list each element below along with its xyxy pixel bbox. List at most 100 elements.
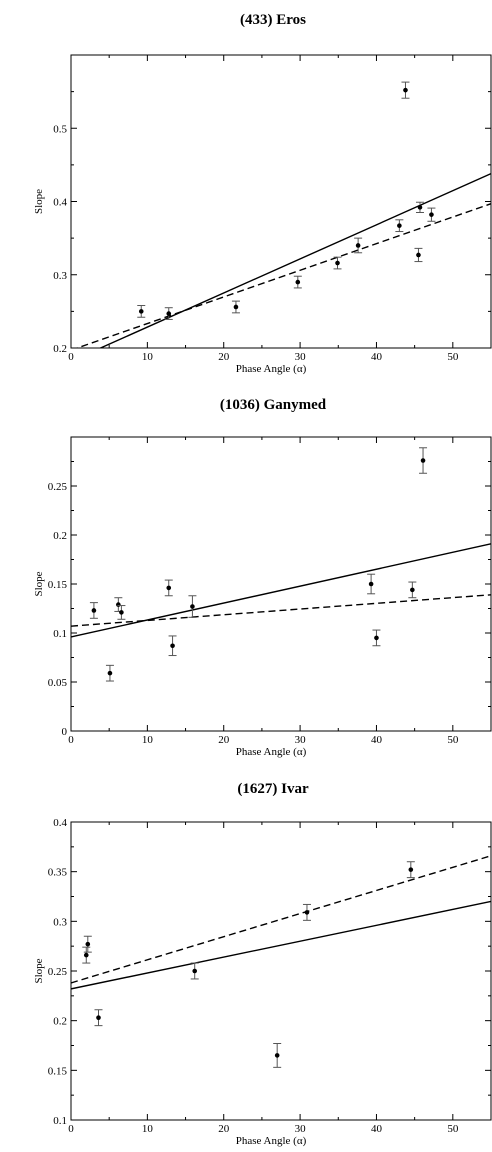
y-tick-label: 0.2: [53, 1016, 67, 1028]
data-point: [415, 201, 424, 213]
x-tick-label: 40: [371, 351, 383, 363]
data-marker: [274, 1053, 280, 1058]
data-marker: [410, 587, 415, 593]
x-tick-label: 20: [218, 351, 230, 363]
x-tick-label: 30: [295, 1123, 307, 1135]
data-marker: [420, 458, 426, 463]
x-axis-label: Phase Angle (α): [236, 1135, 307, 1147]
plot-frame: [70, 436, 492, 732]
x-axis-label: Phase Angle (α): [236, 746, 307, 758]
data-point: [414, 247, 423, 263]
x-tick-label: 30: [295, 351, 307, 363]
data-point: [105, 664, 114, 682]
y-axis-label: Slope: [33, 571, 45, 596]
data-marker: [304, 910, 310, 915]
data-marker: [368, 581, 374, 587]
x-tick-label: 0: [68, 351, 74, 363]
x-tick-label: 0: [68, 734, 74, 746]
data-point: [367, 573, 376, 595]
data-marker: [85, 941, 91, 947]
y-tick-label: 0.5: [53, 123, 67, 135]
data-marker: [416, 252, 421, 258]
x-tick-label: 40: [371, 1123, 383, 1135]
data-marker: [119, 610, 124, 615]
chart-panel-2: (1036) Ganymed 0 10 20 30 40 50 0 0.05 0.1 0.15 0.2…: [33, 397, 492, 758]
data-point: [427, 207, 436, 222]
data-marker: [335, 260, 340, 266]
x-tick-label: 10: [142, 734, 154, 746]
y-tick-label: 0.15: [48, 1065, 68, 1077]
data-marker: [170, 643, 175, 649]
data-point: [354, 237, 363, 254]
chart-title: (1627) Ivar: [237, 781, 309, 797]
y-tick-label: 0.15: [48, 579, 68, 591]
data-point: [83, 935, 92, 953]
data-point: [395, 219, 404, 233]
data-point: [137, 305, 146, 318]
fit-line-dashed: [71, 855, 491, 984]
data-marker: [190, 604, 195, 609]
y-tick-label: 0.25: [48, 966, 68, 978]
fit-line-dashed: [75, 203, 491, 348]
data-point: [302, 903, 311, 921]
y-tick-label: 0.1: [53, 1115, 67, 1127]
y-tick-label: 0.1: [53, 628, 67, 640]
data-marker: [355, 243, 361, 248]
data-marker: [138, 309, 144, 314]
data-point: [401, 81, 410, 99]
x-tick-label: 10: [142, 1123, 154, 1135]
data-point: [406, 861, 415, 879]
x-tick-label: 0: [68, 1123, 74, 1135]
x-tick-label: 50: [447, 734, 459, 746]
data-point: [419, 447, 428, 474]
data-point: [164, 579, 173, 597]
data-point: [94, 1009, 103, 1027]
data-point: [333, 256, 342, 270]
data-point: [293, 275, 302, 289]
data-marker: [429, 212, 434, 217]
y-axis-label: Slope: [33, 958, 45, 983]
x-axis-label: Phase Angle (α): [236, 363, 307, 375]
x-tick-label: 10: [142, 351, 154, 363]
data-point: [372, 629, 381, 647]
data-point: [164, 307, 173, 320]
data-marker: [397, 223, 402, 228]
data-marker: [233, 304, 239, 310]
data-marker: [91, 608, 97, 613]
data-point: [408, 581, 417, 599]
data-marker: [374, 635, 379, 641]
data-marker: [192, 968, 198, 974]
data-point: [190, 962, 199, 980]
fit-line-solid: [71, 543, 491, 638]
y-tick-label: 0: [62, 726, 68, 738]
data-marker: [166, 585, 172, 591]
fit-line-solid: [98, 173, 491, 348]
y-tick-label: 0.4: [53, 197, 67, 209]
y-tick-label: 0.2: [53, 343, 67, 355]
x-tick-label: 20: [218, 734, 230, 746]
x-tick-label: 40: [371, 734, 383, 746]
x-tick-label: 20: [218, 1123, 230, 1135]
data-point: [273, 1043, 282, 1068]
chart-panel-1: (433) Eros 0 10 20 30 40 50 0.2 0.3 0.4 0.5 Phase A…: [33, 12, 492, 375]
data-marker: [417, 205, 423, 210]
chart-title: (433) Eros: [240, 12, 306, 28]
x-tick-label: 30: [295, 734, 307, 746]
data-point: [82, 946, 91, 964]
data-marker: [83, 952, 89, 958]
x-tick-label: 50: [447, 1123, 459, 1135]
data-point: [231, 300, 240, 314]
y-tick-label: 0.05: [48, 677, 68, 689]
data-point: [117, 605, 126, 620]
y-tick-label: 0.35: [48, 867, 68, 879]
data-marker: [403, 87, 408, 93]
data-point: [188, 595, 197, 618]
plot-frame: [70, 821, 492, 1121]
y-tick-label: 0.3: [53, 916, 67, 928]
data-point: [89, 602, 98, 619]
y-tick-label: 0.25: [48, 481, 68, 493]
x-tick-label: 50: [447, 351, 459, 363]
chart-title: (1036) Ganymed: [220, 397, 327, 413]
chart-panel-3: (1627) Ivar 0 10 20 30 40 50 0.1 0.15 0.2 0.25 0.3 0…: [33, 781, 492, 1147]
